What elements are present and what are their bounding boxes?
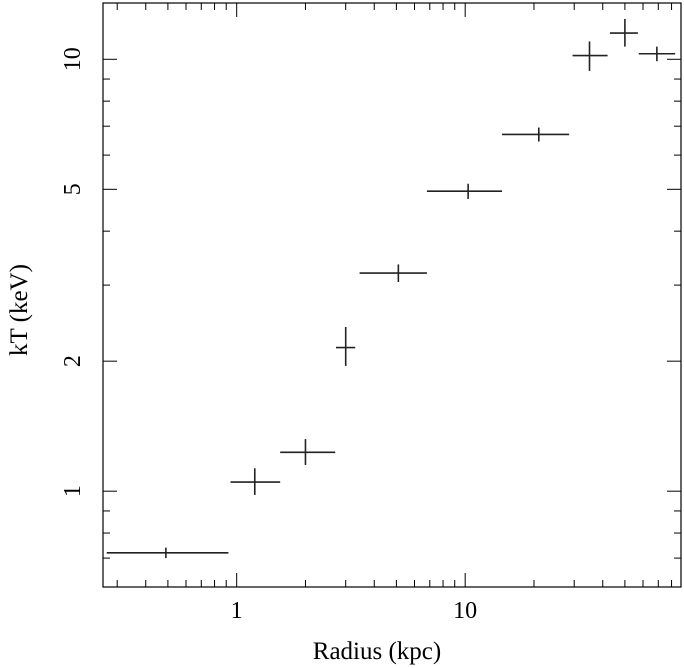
y-tick-label: 2 <box>60 355 86 367</box>
x-tick-label: 1 <box>231 598 243 624</box>
x-tick-label: 10 <box>453 598 477 624</box>
y-tick-label: 1 <box>60 485 86 497</box>
data-point <box>502 127 570 142</box>
data-point <box>609 18 638 47</box>
data-point <box>426 183 503 199</box>
x-axis-label: Radius (kpc) <box>313 638 441 665</box>
axis-ticks <box>103 3 681 588</box>
data-point <box>230 468 281 495</box>
data-point <box>572 41 608 71</box>
tick-labels: 1 10 1 2 5 10 <box>60 47 477 624</box>
data-point <box>106 547 229 559</box>
data-points <box>106 18 676 559</box>
data-point <box>359 264 427 283</box>
plot-frame <box>102 2 682 588</box>
data-point <box>335 326 356 366</box>
y-tick-label: 10 <box>60 47 86 71</box>
y-tick-label: 5 <box>60 183 86 195</box>
data-point <box>638 46 676 62</box>
y-axis-label: kT (keV) <box>6 264 33 356</box>
data-point <box>280 439 336 465</box>
